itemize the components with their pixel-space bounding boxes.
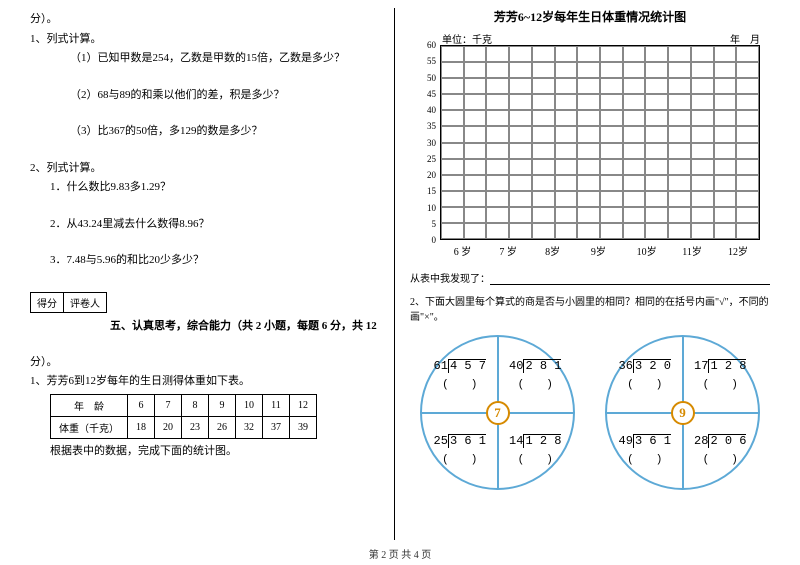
q1c: （3）比367的50倍，多129的数是多少？	[30, 123, 384, 140]
observation: 从表中我发现了：	[410, 270, 770, 285]
ylabel: 25	[418, 154, 436, 164]
score-l: 得分	[31, 293, 64, 312]
t1: 1、芳芳6到12岁每年的生日测得体重如下表。	[30, 373, 384, 390]
xlabel: 11岁	[682, 243, 702, 258]
circle-7: 7 614 5 7 ( ) 402 8 1 ( ) 253 6 1 ( ) 14…	[420, 335, 575, 490]
right-q2: 2、下面大圆里每个算式的商是否与小圆里的相同？相同的在括号内画"√"，不同的画"…	[410, 295, 770, 325]
score-box: 得分 评卷人	[30, 292, 107, 313]
ylabel: 10	[418, 203, 436, 213]
ylabel: 30	[418, 138, 436, 148]
xlabel: 12岁	[728, 243, 748, 258]
c1-tr: 402 8 1 ( )	[498, 337, 574, 413]
chart-grid	[440, 45, 760, 240]
q2c: 3．7.48与5.96的和比20少多少？	[30, 252, 384, 269]
page-footer: 第 2 页 共 4 页	[0, 546, 800, 561]
xlabel: 7 岁	[499, 243, 517, 258]
underline[interactable]	[490, 275, 770, 285]
section5-title: 五、认真思考，综合能力（共 2 小题，每题 6 分，共 12	[30, 317, 384, 333]
c1-bl: 253 6 1 ( )	[422, 413, 498, 489]
weight-table: 年 龄 6 7 8 9 10 11 12 体重（千克） 18 20 23 26 …	[50, 394, 317, 439]
t1b: 根据表中的数据，完成下面的统计图。	[30, 443, 384, 460]
c2-tl: 363 2 0 ( )	[607, 337, 683, 413]
score-r: 评卷人	[64, 293, 106, 312]
c2-tr: 171 2 8 ( )	[683, 337, 759, 413]
ylabel: 20	[418, 170, 436, 180]
chart: 单位：千克 年 月 605550454035302520151050 6 岁7 …	[410, 27, 770, 262]
ylabel: 60	[418, 40, 436, 50]
q2b: 2．从43.24里减去什么数得8.96？	[30, 216, 384, 233]
q1a: （1）已知甲数是254，乙数是甲数的15倍，乙数是多少？	[30, 50, 384, 67]
ylabel: 15	[418, 186, 436, 196]
ylabel: 0	[418, 235, 436, 245]
q1: 1、列式计算。	[30, 31, 384, 48]
xlabel: 8岁	[545, 243, 560, 258]
fen-end2: 分）。	[30, 354, 384, 371]
chart-unit: 单位：千克	[442, 31, 492, 46]
ylabel: 5	[418, 219, 436, 229]
xlabel: 10岁	[637, 243, 657, 258]
ylabel: 50	[418, 73, 436, 83]
ylabel: 40	[418, 105, 436, 115]
ylabel: 45	[418, 89, 436, 99]
c1-tl: 614 5 7 ( )	[422, 337, 498, 413]
chart-title: 芳芳6~12岁每年生日体重情况统计图	[410, 8, 770, 25]
c2-br: 282 0 6 ( )	[683, 413, 759, 489]
ylabel: 55	[418, 56, 436, 66]
fen-end: 分）。	[30, 11, 384, 28]
table-row: 年 龄 6 7 8 9 10 11 12	[51, 394, 317, 416]
q2: 2、列式计算。	[30, 160, 384, 177]
th-weight: 体重（千克）	[51, 416, 128, 438]
center-7: 7	[486, 401, 510, 425]
xlabel: 6 岁	[454, 243, 472, 258]
ylabel: 35	[418, 121, 436, 131]
q2a: 1．什么数比9.83多1.29？	[30, 179, 384, 196]
c1-br: 141 2 8 ( )	[498, 413, 574, 489]
th-age: 年 龄	[51, 394, 128, 416]
q1b: （2）68与89的和乘以他们的差，积是多少？	[30, 87, 384, 104]
table-row: 体重（千克） 18 20 23 26 32 37 39	[51, 416, 317, 438]
circle-9: 9 363 2 0 ( ) 171 2 8 ( ) 493 6 1 ( ) 28…	[605, 335, 760, 490]
chart-date: 年 月	[730, 31, 760, 46]
c2-bl: 493 6 1 ( )	[607, 413, 683, 489]
center-9: 9	[671, 401, 695, 425]
xlabel: 9岁	[591, 243, 606, 258]
